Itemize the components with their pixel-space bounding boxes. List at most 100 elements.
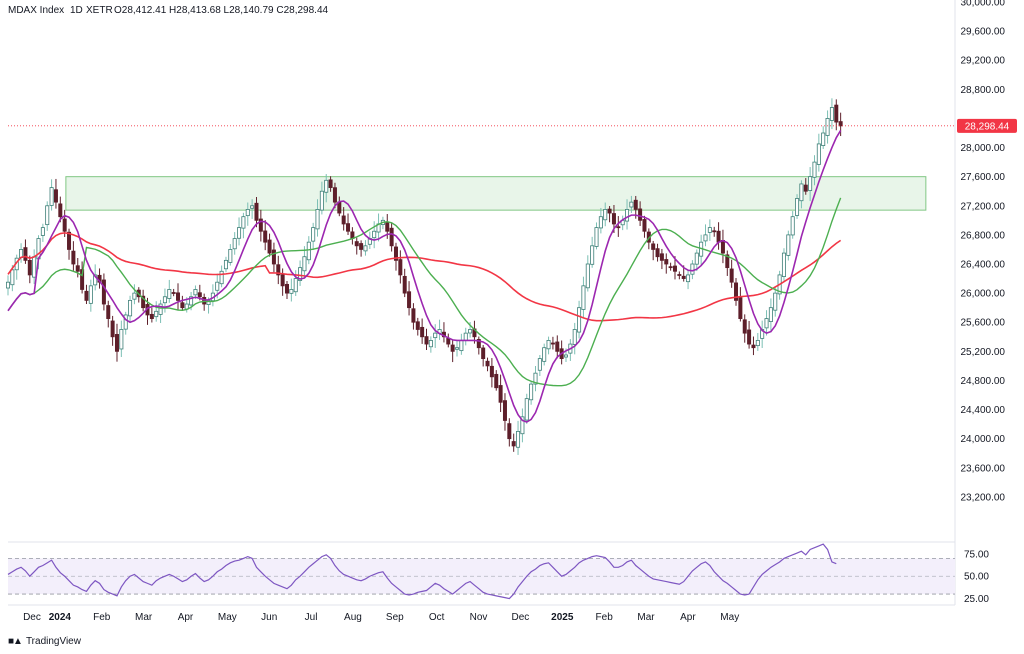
candle-body [755, 340, 760, 347]
candle-body [686, 274, 691, 283]
candle-body [197, 292, 202, 298]
exchange-label: XETR [86, 5, 113, 16]
candle-body [751, 344, 756, 349]
candle-body [459, 340, 464, 352]
candle-body [407, 291, 412, 309]
candle-body [790, 216, 795, 236]
candle-body [32, 256, 37, 278]
candle-body [84, 290, 89, 301]
candle-body [363, 245, 368, 252]
candle-body [734, 282, 739, 301]
time-tick-label: Apr [178, 612, 194, 623]
candle-body [276, 264, 281, 276]
rsi-axis[interactable]: 75.00 50.00 25.00 [964, 549, 989, 605]
candle-body [154, 310, 159, 318]
time-tick-label: Jun [261, 612, 277, 623]
candle-body [232, 238, 237, 250]
candle-body [67, 231, 72, 250]
candle-body [712, 230, 717, 233]
rsi-line [7, 543, 837, 600]
time-axis[interactable]: Dec 2024 Feb Mar Apr May Jun Jul Aug Sep Oct Nov Dec… [23, 612, 739, 623]
rsi-tick-label: 75.00 [964, 549, 989, 560]
candle-body [625, 209, 630, 222]
chart-grid [8, 0, 956, 606]
candle-body [768, 307, 773, 322]
candle-body [550, 342, 555, 345]
candle-body [106, 305, 111, 319]
symbol-label: MDAX Index [8, 5, 64, 16]
time-tick-label: Mar [135, 612, 153, 623]
candle-body [729, 268, 734, 283]
candle-body [455, 347, 460, 350]
candle-body [158, 303, 163, 315]
candle-body [594, 227, 599, 247]
candle-body [542, 347, 547, 362]
candle-body [633, 199, 638, 210]
candle-body [93, 274, 98, 286]
last-price-label: 28,298.44 [965, 121, 1010, 132]
candle-body [603, 209, 608, 221]
price-tick-label: 29,600.00 [961, 27, 1006, 38]
candle-body [393, 246, 398, 261]
price-tick-label: 27,200.00 [961, 201, 1006, 212]
candle-body [45, 205, 50, 226]
candle-body [502, 400, 507, 421]
price-tick-label: 24,800.00 [961, 376, 1006, 387]
candle-body [838, 121, 843, 127]
candle-body [786, 234, 791, 256]
candle-body [707, 227, 712, 233]
candle-body [651, 243, 656, 250]
candle-body [149, 313, 154, 319]
candle-body [629, 201, 634, 208]
candle-body [773, 292, 778, 311]
candle-body [215, 281, 220, 291]
candle-body [642, 219, 647, 232]
candle-body [53, 189, 58, 203]
rsi-tick-label: 50.00 [964, 572, 989, 583]
candle-body [284, 283, 289, 294]
tradingview-brand[interactable]: ■▲ TradingView [8, 636, 81, 647]
candle-body [75, 265, 80, 272]
moving-averages [7, 130, 842, 423]
candle-body [354, 241, 359, 247]
candle-body [237, 227, 242, 239]
time-tick-label: Sep [386, 612, 404, 623]
candle-body [577, 307, 582, 333]
candle-body [533, 372, 538, 385]
candle-body [572, 329, 577, 345]
candle-body [424, 336, 429, 345]
price-tick-label: 23,200.00 [961, 492, 1006, 503]
candle-body [428, 340, 433, 348]
candle-body [328, 179, 333, 188]
candle-body [446, 338, 451, 345]
candle-body [668, 266, 673, 269]
candle-body [324, 179, 329, 193]
chart-header: MDAX Index 1D XETR O28,412.41 H28,413.68… [8, 5, 329, 16]
candle-body [816, 143, 821, 165]
ma-50-line [7, 197, 842, 387]
candle-body [306, 241, 311, 261]
time-tick-label: May [218, 612, 237, 623]
interval-label: 1D [70, 5, 83, 16]
resistance-zone [65, 176, 927, 211]
candle-body [803, 184, 808, 192]
candle-body [101, 279, 106, 305]
candle-body [581, 285, 586, 310]
time-tick-label: Aug [344, 612, 362, 623]
candle-body [58, 203, 63, 218]
price-tick-label: 24,400.00 [961, 405, 1006, 416]
candle-body [228, 249, 233, 263]
price-tick-label: 29,200.00 [961, 56, 1006, 67]
price-axis[interactable]: 30,000.00 29,600.00 29,200.00 28,800.00 28,0… [961, 0, 1006, 503]
candle-body [546, 340, 551, 350]
candle-body [250, 205, 255, 209]
candle-body [494, 373, 499, 389]
candle-body [747, 329, 752, 345]
candle-body [681, 275, 686, 279]
candle-body [690, 263, 695, 275]
candle-body [607, 208, 612, 214]
candle-body [189, 296, 194, 306]
candle-body [537, 358, 542, 371]
candle-body [372, 230, 377, 239]
